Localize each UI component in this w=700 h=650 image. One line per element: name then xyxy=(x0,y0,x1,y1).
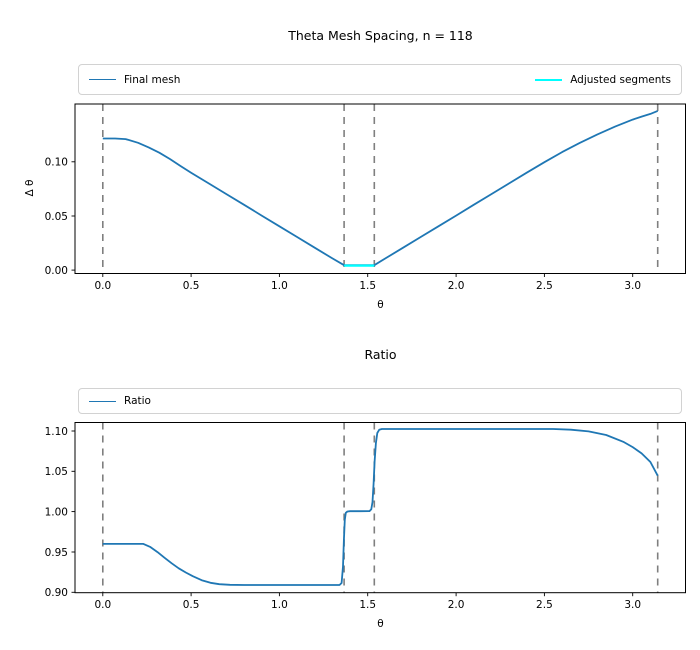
y-tick-label: 0.95 xyxy=(45,547,68,559)
x-tick-label: 1.5 xyxy=(359,599,376,611)
axes-1: 0.0 0.5 1.0 1.5 2.0 2.5 3.0 0.00 0.05 0.10 xyxy=(45,103,686,292)
adjusted-segments-line-icon xyxy=(535,78,563,81)
x-tick-label: 2.5 xyxy=(536,599,553,611)
legend-item-adjusted-segments: Adjusted segments xyxy=(535,74,671,86)
y-tick-label: 0.90 xyxy=(45,587,68,599)
x-tick-label: 3.0 xyxy=(624,280,641,292)
y-tick-label: 0.00 xyxy=(45,265,68,277)
y-tick-label: 1.00 xyxy=(45,506,68,518)
legend-item-final-mesh: Final mesh xyxy=(89,74,180,86)
ratio-line xyxy=(102,428,659,586)
plot2-title: Ratio xyxy=(364,347,397,362)
x-tick-label: 0.0 xyxy=(94,599,111,611)
ratio-line-icon xyxy=(89,400,116,402)
plot1-title: Theta Mesh Spacing, n = 118 xyxy=(288,28,473,43)
plot1-x-axis-label: θ xyxy=(377,299,384,311)
x-tick-label: 0.5 xyxy=(183,599,200,611)
y-tick-label: 0.05 xyxy=(45,211,68,223)
y-tick-label: 1.10 xyxy=(45,426,68,438)
legend-item-ratio: Ratio xyxy=(89,395,151,407)
y-tick-label: 0.10 xyxy=(45,157,68,169)
x-tick-label: 1.0 xyxy=(271,280,288,292)
final-mesh-line-icon xyxy=(89,79,116,80)
adjusted-segments-legend-label: Adjusted segments xyxy=(570,73,671,86)
x-tick-label: 2.5 xyxy=(536,280,553,292)
y-tick-label: 1.05 xyxy=(45,466,68,478)
x-tick-label: 0.5 xyxy=(183,280,200,292)
final-mesh-line xyxy=(102,110,659,267)
plot1-y-axis-label: Δ θ xyxy=(24,179,36,197)
axes-2: 0.0 0.5 1.0 1.5 2.0 2.5 3.0 0.90 0.95 1.00 1.05 1.1… xyxy=(45,422,686,611)
ratio-legend-label: Ratio xyxy=(124,395,151,407)
x-tick-label: 3.0 xyxy=(624,599,641,611)
x-tick-label: 0.0 xyxy=(94,280,111,292)
x-tick-label: 2.0 xyxy=(448,599,465,611)
final-mesh-legend-label: Final mesh xyxy=(124,73,181,86)
axes-frame xyxy=(74,103,686,274)
x-tick-label: 1.0 xyxy=(271,599,288,611)
x-tick-label: 2.0 xyxy=(448,280,465,292)
plot2-legend: Ratio xyxy=(78,388,682,414)
plot1-legend: Final mesh Adjusted segments xyxy=(78,64,682,95)
x-tick-label: 1.5 xyxy=(359,280,376,292)
axes-frame xyxy=(74,422,686,594)
plot2-x-axis-label: θ xyxy=(377,618,384,630)
